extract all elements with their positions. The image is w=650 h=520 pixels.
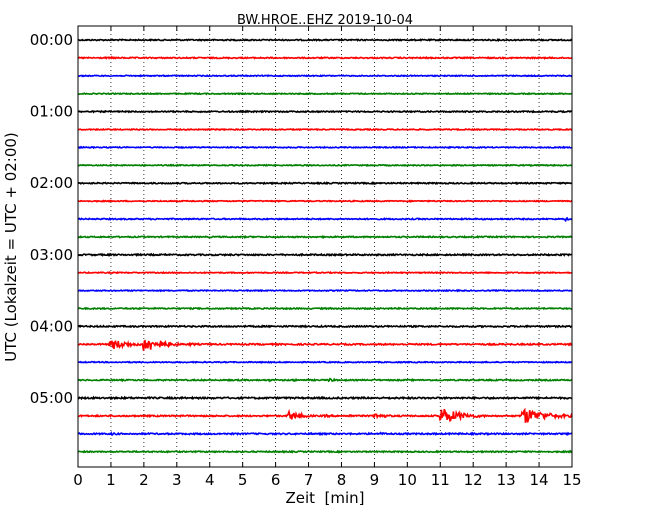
seismic-trace	[77, 270, 573, 275]
x-tick-label: 13	[497, 471, 516, 489]
seismic-trace	[77, 288, 573, 293]
seismic-trace	[77, 339, 573, 351]
seismic-trace	[77, 163, 573, 168]
x-tick-label: 0	[73, 471, 83, 489]
x-tick-label: 8	[337, 471, 347, 489]
x-tick-label: 3	[172, 471, 182, 489]
plot-frame	[77, 25, 573, 468]
seismic-trace	[77, 360, 573, 364]
seismic-trace	[77, 74, 573, 78]
seismic-trace	[77, 395, 573, 401]
y-tick-label: 00:00	[30, 31, 73, 49]
x-tick-label: 5	[238, 471, 248, 489]
seismic-trace	[77, 181, 573, 186]
vertical-grid	[110, 26, 540, 467]
x-tick-label: 4	[205, 471, 215, 489]
x-tick-label: 15	[562, 471, 581, 489]
seismic-trace	[77, 216, 573, 223]
seismic-trace	[77, 377, 573, 383]
y-axis-label: UTC (Lokalzeit = UTC + 02:00)	[2, 132, 20, 362]
y-ticks: 00:00 01:00 02:00 03:00 04:00 05:00	[30, 31, 572, 407]
y-tick-label: 02:00	[30, 174, 73, 192]
seismic-trace	[77, 55, 573, 60]
x-tick-label: 1	[106, 471, 116, 489]
seismic-trace	[77, 234, 573, 239]
seismic-trace	[77, 127, 573, 132]
seismic-trace	[77, 252, 573, 258]
trace-group	[77, 37, 573, 454]
seismic-trace	[77, 91, 573, 96]
seismic-trace	[77, 407, 573, 423]
seismic-trace	[78, 306, 573, 311]
y-tick-label: 03:00	[30, 246, 73, 264]
chart-title: BW.HROE..EHZ 2019-10-04	[237, 13, 413, 28]
x-axis-label: Zeit [min]	[285, 489, 364, 507]
seismic-trace	[77, 449, 573, 454]
x-tick-label: 9	[370, 471, 380, 489]
seismic-trace	[77, 199, 573, 203]
x-tick-label: 2	[139, 471, 149, 489]
seismic-trace	[77, 109, 573, 114]
y-tick-label: 04:00	[30, 317, 73, 335]
x-tick-label: 11	[431, 471, 450, 489]
x-tick-label: 6	[271, 471, 281, 489]
x-tick-label: 12	[464, 471, 483, 489]
y-tick-label: 01:00	[30, 103, 73, 121]
x-tick-label: 7	[304, 471, 314, 489]
seismic-trace	[77, 324, 573, 329]
seismic-trace	[77, 145, 573, 150]
y-tick-label: 05:00	[30, 389, 73, 407]
x-ticks: 0 1 2 3 4 5 6 7 8 9 10 11 12 13 14 15	[73, 26, 582, 489]
seismic-trace	[77, 430, 573, 437]
seismic-trace	[77, 37, 573, 43]
x-tick-label: 14	[530, 471, 549, 489]
x-tick-label: 10	[398, 471, 417, 489]
